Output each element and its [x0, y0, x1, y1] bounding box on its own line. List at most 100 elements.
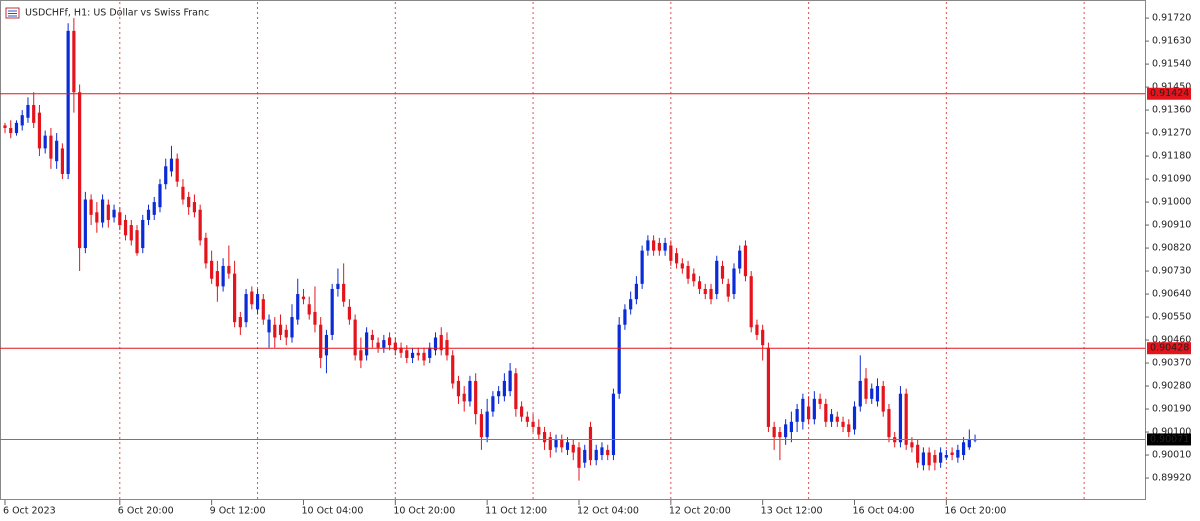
y-tick-label: 0.90640: [1152, 289, 1191, 300]
candle-body: [405, 350, 409, 358]
candle-body: [818, 398, 822, 404]
candle-body: [692, 273, 696, 282]
candle-body: [324, 334, 329, 356]
candle-body: [606, 449, 610, 456]
candle-body: [382, 340, 386, 348]
candle-body: [37, 112, 42, 149]
candle-body: [20, 115, 24, 126]
candle-body: [600, 447, 604, 456]
candle-body: [812, 398, 816, 420]
candle-body: [250, 291, 254, 305]
candle-body: [3, 125, 7, 128]
candle-body: [192, 202, 197, 213]
candle-body: [365, 332, 369, 356]
candle-body: [342, 283, 346, 302]
chart-title: USDCHFf, H1: US Dollar vs Swiss Franc: [25, 8, 209, 19]
y-tick-label: 0.90730: [1152, 266, 1191, 277]
candle-body: [347, 306, 351, 320]
candle-body: [55, 140, 59, 162]
candle-body: [49, 135, 53, 159]
candle-body: [824, 403, 828, 422]
y-tick-label: 0.90100: [1152, 427, 1191, 438]
candle-body: [652, 240, 656, 251]
candle-body: [66, 30, 70, 174]
y-tick-label: 0.91090: [1152, 174, 1191, 185]
candle-body: [290, 317, 294, 338]
candle-body: [60, 148, 64, 174]
candle-body: [898, 393, 903, 443]
x-tick-label: 6 Oct 2023: [3, 506, 56, 517]
x-tick-label: 11 Oct 12:00: [485, 506, 547, 517]
candle-body: [956, 449, 960, 458]
y-tick-label: 0.90460: [1152, 335, 1191, 346]
candle-body: [313, 311, 317, 325]
candle-body: [301, 296, 306, 300]
price-label-box: [1147, 433, 1191, 446]
candle-body: [944, 455, 948, 458]
candle-body: [152, 202, 156, 215]
y-tick-label: 0.90190: [1152, 404, 1191, 415]
candle-body: [227, 265, 231, 274]
candle-body: [887, 409, 891, 438]
candle-body: [233, 273, 237, 323]
candle-body: [514, 373, 518, 410]
candle-body: [95, 212, 99, 223]
candle-body: [158, 184, 162, 208]
candle-body: [210, 260, 214, 279]
y-tick-label: 0.90280: [1152, 381, 1191, 392]
candle-body: [72, 30, 76, 93]
candle-body: [875, 386, 880, 402]
candle-body: [118, 212, 122, 226]
candle-body: [198, 209, 202, 241]
candle-body: [146, 209, 151, 220]
x-tick-label: 10 Oct 04:00: [301, 506, 363, 517]
candle-body: [520, 406, 524, 417]
candle-body: [663, 242, 667, 251]
candle-body: [261, 299, 265, 320]
candle-body: [743, 245, 748, 277]
candle-body: [267, 319, 271, 333]
candle-body: [410, 352, 415, 358]
candle-body: [715, 260, 719, 295]
candle-body: [479, 414, 484, 438]
y-tick-label: 0.90550: [1152, 312, 1191, 323]
candle-body: [669, 245, 673, 261]
candle-body: [939, 452, 943, 463]
candle-body: [766, 347, 771, 427]
candle-body: [680, 263, 684, 269]
candle-body: [9, 127, 13, 134]
candle-body: [789, 421, 793, 433]
candle-body: [749, 276, 753, 328]
candle-body: [709, 288, 713, 300]
candle-body: [387, 337, 392, 346]
candle-body: [560, 439, 564, 448]
y-tick-label: 0.90370: [1152, 358, 1191, 369]
price-label-box: [1147, 87, 1191, 100]
candle-body: [916, 444, 920, 463]
x-tick-label: 9 Oct 12:00: [210, 506, 266, 517]
candle-body: [870, 388, 874, 399]
candle-body: [376, 342, 380, 348]
candle-body: [485, 411, 489, 438]
candle-body: [43, 135, 47, 149]
candle-body: [531, 421, 535, 427]
candle-body: [904, 393, 908, 445]
candle-body: [847, 424, 851, 433]
candle-body: [89, 199, 93, 215]
candle-body: [933, 455, 937, 463]
candle-body: [359, 350, 363, 361]
x-tick-label: 16 Oct 04:00: [853, 506, 915, 517]
candle-body: [726, 283, 730, 297]
candle-body: [393, 342, 397, 351]
candle-body: [497, 391, 501, 397]
candle-body: [772, 426, 776, 438]
candle-body: [187, 196, 191, 208]
y-tick-label: 0.90910: [1152, 220, 1191, 231]
candle-body: [703, 288, 707, 295]
candle-body: [611, 393, 616, 456]
candle-body: [370, 334, 374, 341]
candle-body: [910, 442, 914, 448]
candle-body: [588, 426, 593, 461]
